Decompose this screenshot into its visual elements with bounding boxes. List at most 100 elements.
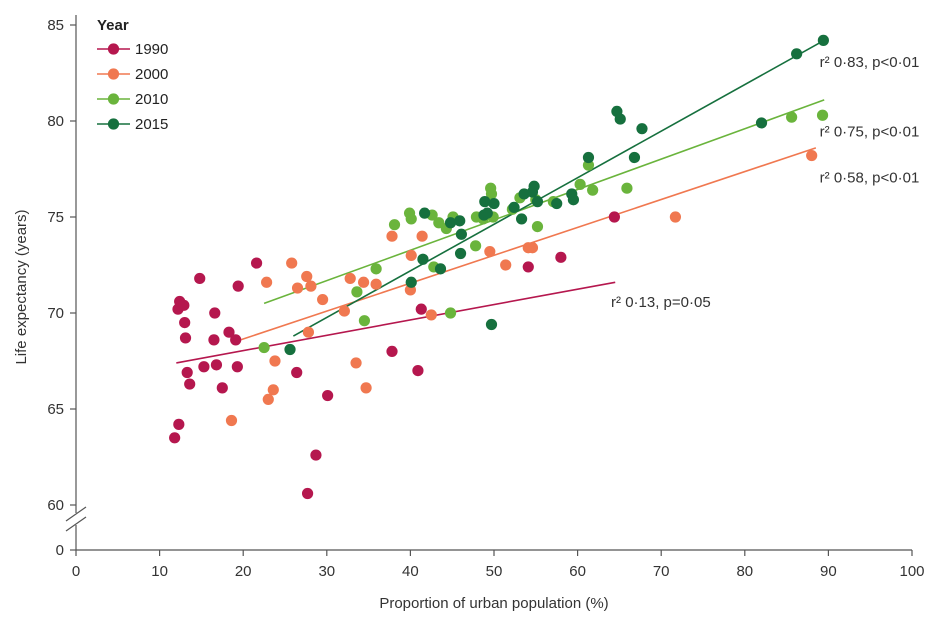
data-point-1990 bbox=[291, 366, 303, 379]
data-point-2015 bbox=[479, 196, 491, 208]
data-point-2015 bbox=[582, 151, 595, 164]
data-point-2015 bbox=[485, 318, 498, 331]
data-point-2000 bbox=[267, 384, 279, 396]
fit-line-1990 bbox=[176, 281, 616, 364]
axis-break-mark-upper bbox=[65, 506, 87, 522]
data-point-2015 bbox=[488, 197, 500, 210]
x-ticks: 0 10 20 30 40 50 60 70 80 90 100 bbox=[72, 550, 925, 580]
x-tick-label: 90 bbox=[820, 563, 837, 580]
legend: Year 1990 2000 2010 2015 bbox=[97, 17, 168, 133]
legend-marker-2000 bbox=[107, 68, 120, 80]
data-point-2000 bbox=[370, 278, 382, 290]
legend-label-2015: 2015 bbox=[135, 116, 168, 133]
legend-label-1990: 1990 bbox=[135, 41, 168, 58]
data-point-2010 bbox=[370, 263, 382, 275]
data-point-2010 bbox=[405, 213, 417, 225]
data-point-2000 bbox=[405, 249, 417, 261]
data-point-2015 bbox=[454, 215, 466, 227]
data-point-2015 bbox=[405, 276, 417, 288]
data-point-1990 bbox=[194, 272, 206, 285]
x-tick-label: 0 bbox=[72, 563, 80, 580]
data-point-1990 bbox=[223, 326, 235, 338]
data-point-2000 bbox=[386, 230, 398, 242]
y-tick-label: 80 bbox=[47, 113, 64, 130]
y-tick-label: 0 bbox=[56, 542, 64, 559]
data-point-1990 bbox=[209, 307, 221, 319]
data-point-2010 bbox=[621, 182, 633, 194]
data-point-2000 bbox=[317, 293, 329, 306]
data-point-2000 bbox=[357, 276, 370, 288]
fit-annotation-2000: r² 0·58, p<0·01 bbox=[820, 169, 920, 186]
data-point-2015 bbox=[417, 253, 429, 265]
data-point-2015 bbox=[791, 48, 803, 60]
y-tick-label: 75 bbox=[47, 209, 64, 226]
data-point-2000 bbox=[302, 326, 315, 338]
data-point-2010 bbox=[582, 159, 595, 171]
y-tick-label: 60 bbox=[47, 497, 64, 514]
fit-annotation-2015: r² 0·83, p<0·01 bbox=[820, 54, 920, 71]
x-tick-label: 30 bbox=[318, 563, 335, 580]
fit-lines bbox=[176, 39, 825, 364]
data-point-2010 bbox=[388, 219, 401, 231]
y-tick-label: 70 bbox=[47, 305, 64, 322]
data-point-1990 bbox=[231, 361, 243, 373]
data-point-2000 bbox=[261, 276, 273, 288]
data-point-2015 bbox=[518, 188, 530, 200]
data-point-1990 bbox=[415, 303, 427, 315]
y-ticks: 0 60 65 70 75 80 85 bbox=[47, 17, 76, 559]
data-point-2010 bbox=[444, 307, 457, 319]
data-point-2010 bbox=[816, 109, 829, 121]
axes bbox=[65, 15, 912, 551]
x-tick-label: 50 bbox=[486, 563, 503, 580]
data-points bbox=[169, 34, 829, 500]
data-point-2000 bbox=[484, 245, 496, 258]
data-point-2015 bbox=[528, 180, 540, 192]
data-point-1990 bbox=[178, 299, 190, 311]
data-point-2015 bbox=[454, 247, 467, 260]
y-tick-label: 65 bbox=[47, 401, 64, 418]
data-point-2000 bbox=[305, 280, 317, 292]
data-point-2015 bbox=[551, 197, 563, 210]
data-point-2010 bbox=[574, 178, 586, 190]
legend-title: Year bbox=[97, 17, 129, 34]
data-point-1990 bbox=[232, 280, 244, 292]
data-point-2000 bbox=[425, 309, 437, 321]
data-point-1990 bbox=[555, 251, 567, 263]
data-point-2000 bbox=[286, 257, 298, 269]
data-point-1990 bbox=[301, 487, 314, 500]
data-point-2015 bbox=[531, 196, 544, 208]
x-tick-label: 20 bbox=[235, 563, 252, 580]
legend-label-2000: 2000 bbox=[135, 66, 168, 83]
data-point-1990 bbox=[216, 382, 228, 394]
data-point-1990 bbox=[210, 359, 223, 371]
x-tick-label: 100 bbox=[899, 563, 924, 580]
data-point-2000 bbox=[269, 355, 281, 367]
data-point-2015 bbox=[817, 34, 829, 46]
data-point-2000 bbox=[669, 211, 682, 223]
data-point-2015 bbox=[628, 151, 641, 164]
x-tick-label: 60 bbox=[569, 563, 586, 580]
data-point-2015 bbox=[434, 263, 447, 275]
data-point-1990 bbox=[208, 334, 220, 346]
data-point-2000 bbox=[360, 382, 372, 394]
data-point-1990 bbox=[608, 211, 620, 223]
data-point-2010 bbox=[786, 111, 798, 123]
data-point-1990 bbox=[173, 418, 185, 430]
data-point-2015 bbox=[636, 123, 648, 135]
x-tick-label: 10 bbox=[151, 563, 168, 580]
data-point-2000 bbox=[416, 230, 428, 242]
data-point-2000 bbox=[301, 270, 313, 283]
data-point-2015 bbox=[755, 117, 768, 129]
data-point-2000 bbox=[344, 272, 356, 285]
data-point-2015 bbox=[455, 228, 467, 240]
data-point-1990 bbox=[412, 365, 424, 377]
fit-annotation-2010: r² 0·75, p<0·01 bbox=[820, 123, 920, 140]
data-point-2015 bbox=[444, 217, 457, 229]
data-point-1990 bbox=[179, 332, 192, 344]
data-point-2000 bbox=[225, 414, 238, 427]
data-point-2010 bbox=[485, 188, 498, 200]
data-point-2010 bbox=[587, 184, 599, 196]
data-point-2000 bbox=[526, 242, 539, 254]
data-point-2010 bbox=[531, 221, 544, 233]
